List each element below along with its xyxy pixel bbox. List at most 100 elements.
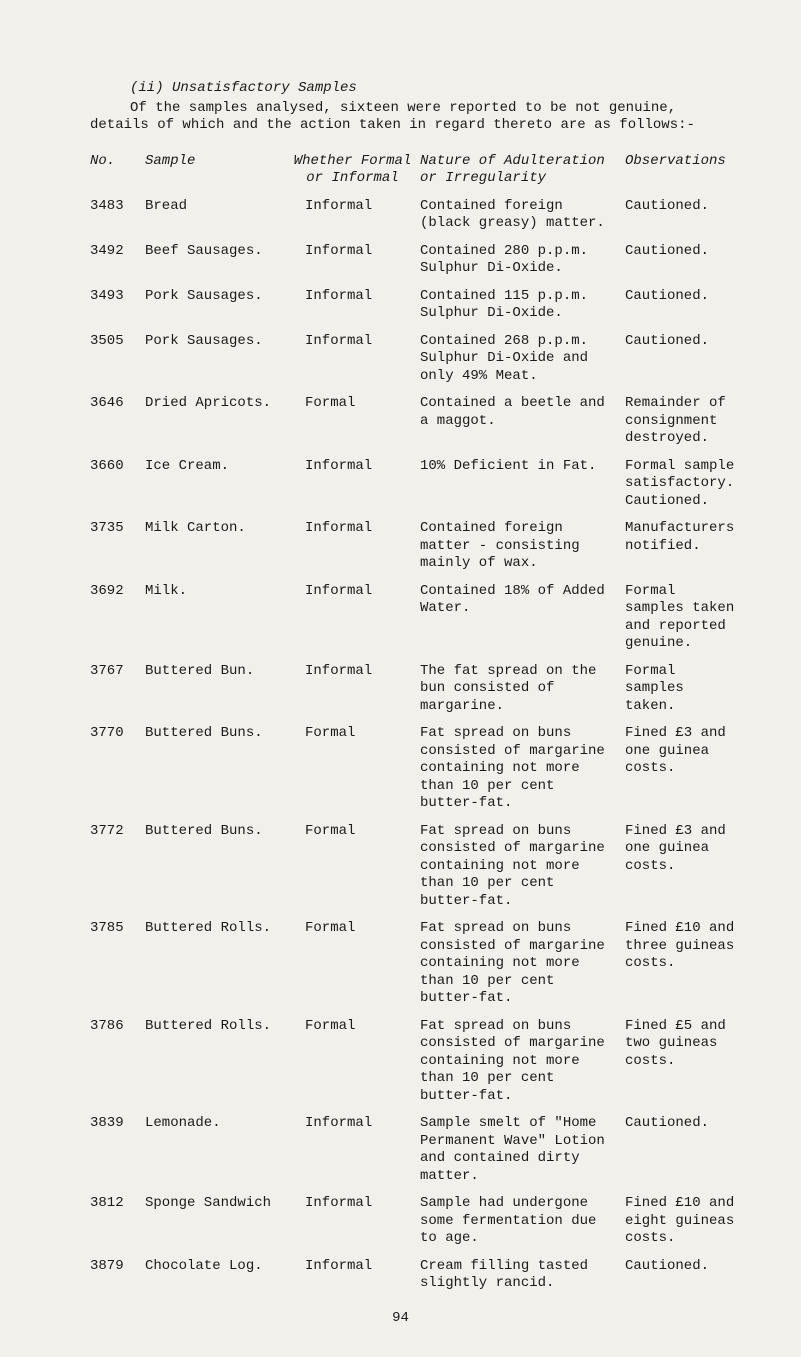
- cell-no: 3505: [90, 333, 145, 351]
- document-page: (ii) Unsatisfactory Samples Of the sampl…: [0, 0, 801, 1357]
- cell-nature: Cream filling tasted slightly rancid.: [420, 1258, 625, 1293]
- cell-sample: Pork Sausages.: [145, 288, 285, 306]
- cell-sample: Milk.: [145, 583, 285, 601]
- table-row: 3786Buttered Rolls.FormalFat spread on b…: [90, 1018, 741, 1106]
- cell-nature: The fat spread on the bun consisted of m…: [420, 663, 625, 716]
- cell-formal: Informal: [285, 288, 420, 306]
- cell-observations: Formal samples taken and reported genuin…: [625, 583, 741, 653]
- cell-observations: Cautioned.: [625, 243, 741, 261]
- cell-observations: Cautioned.: [625, 198, 741, 216]
- cell-no: 3879: [90, 1258, 145, 1276]
- table-row: 3493Pork Sausages.InformalContained 115 …: [90, 288, 741, 323]
- cell-sample: Buttered Rolls.: [145, 920, 285, 938]
- table-body: 3483BreadInformalContained foreign (blac…: [90, 198, 741, 1293]
- cell-nature: Fat spread on buns consisted of margarin…: [420, 823, 625, 911]
- cell-sample: Buttered Buns.: [145, 725, 285, 743]
- header-nature: Nature of Adulteration or Irregularity: [420, 153, 625, 188]
- table-row: 3879Chocolate Log.InformalCream filling …: [90, 1258, 741, 1293]
- intro-body: Of the samples analysed, sixteen were re…: [90, 100, 741, 135]
- cell-nature: Sample smelt of "Home Permanent Wave" Lo…: [420, 1115, 625, 1185]
- cell-formal: Informal: [285, 458, 420, 476]
- header-observations: Observations: [625, 153, 741, 171]
- cell-observations: Remainder of consignment destroyed.: [625, 395, 741, 448]
- table-row: 3646Dried Apricots.FormalContained a bee…: [90, 395, 741, 448]
- cell-observations: Formal samples taken.: [625, 663, 741, 716]
- table-row: 3660Ice Cream.Informal10% Deficient in F…: [90, 458, 741, 511]
- table-row: 3812Sponge SandwichInformalSample had un…: [90, 1195, 741, 1248]
- table-row: 3505Pork Sausages.InformalContained 268 …: [90, 333, 741, 386]
- cell-no: 3772: [90, 823, 145, 841]
- cell-sample: Buttered Bun.: [145, 663, 285, 681]
- header-formal-l2: or Informal: [285, 170, 420, 188]
- cell-nature: Contained 18% of Added Water.: [420, 583, 625, 618]
- cell-formal: Formal: [285, 920, 420, 938]
- cell-observations: Fined £3 and one guinea costs.: [625, 725, 741, 778]
- header-sample: Sample: [145, 153, 285, 171]
- table-row: 3770Buttered Buns.FormalFat spread on bu…: [90, 725, 741, 813]
- cell-sample: Lemonade.: [145, 1115, 285, 1133]
- intro-block: (ii) Unsatisfactory Samples Of the sampl…: [90, 80, 741, 135]
- cell-no: 3839: [90, 1115, 145, 1133]
- cell-no: 3735: [90, 520, 145, 538]
- cell-no: 3483: [90, 198, 145, 216]
- cell-nature: Contained 115 p.p.m. Sulphur Di-Oxide.: [420, 288, 625, 323]
- table-row: 3767Buttered Bun.InformalThe fat spread …: [90, 663, 741, 716]
- cell-formal: Informal: [285, 520, 420, 538]
- cell-formal: Informal: [285, 243, 420, 261]
- cell-formal: Informal: [285, 333, 420, 351]
- cell-nature: Fat spread on buns consisted of margarin…: [420, 725, 625, 813]
- cell-formal: Informal: [285, 198, 420, 216]
- cell-formal: Formal: [285, 823, 420, 841]
- cell-nature: Contained 280 p.p.m. Sulphur Di-Oxide.: [420, 243, 625, 278]
- cell-sample: Chocolate Log.: [145, 1258, 285, 1276]
- intro-line1: Of the samples analysed, sixteen were re…: [130, 100, 676, 118]
- cell-nature: Contained foreign matter - consisting ma…: [420, 520, 625, 573]
- cell-no: 3785: [90, 920, 145, 938]
- cell-nature: 10% Deficient in Fat.: [420, 458, 625, 476]
- header-no: No.: [90, 153, 145, 171]
- cell-sample: Buttered Rolls.: [145, 1018, 285, 1036]
- intro-line-rest: details of which and the action taken in…: [90, 117, 695, 133]
- cell-sample: Beef Sausages.: [145, 243, 285, 261]
- cell-observations: Cautioned.: [625, 1258, 741, 1276]
- table-row: 3735Milk Carton.InformalContained foreig…: [90, 520, 741, 573]
- cell-no: 3646: [90, 395, 145, 413]
- table-row: 3839Lemonade.InformalSample smelt of "Ho…: [90, 1115, 741, 1185]
- cell-formal: Formal: [285, 395, 420, 413]
- cell-no: 3767: [90, 663, 145, 681]
- cell-no: 3660: [90, 458, 145, 476]
- cell-nature: Contained a beetle and a maggot.: [420, 395, 625, 430]
- header-formal-l1: Whether Formal: [294, 153, 412, 169]
- cell-sample: Pork Sausages.: [145, 333, 285, 351]
- cell-observations: Fined £10 and three guineas costs.: [625, 920, 741, 973]
- cell-sample: Sponge Sandwich: [145, 1195, 285, 1213]
- cell-sample: Ice Cream.: [145, 458, 285, 476]
- cell-sample: Dried Apricots.: [145, 395, 285, 413]
- cell-formal: Informal: [285, 583, 420, 601]
- table-row: 3483BreadInformalContained foreign (blac…: [90, 198, 741, 233]
- cell-no: 3492: [90, 243, 145, 261]
- cell-observations: Manufacturers notified.: [625, 520, 741, 555]
- table-row: 3692Milk.InformalContained 18% of Added …: [90, 583, 741, 653]
- header-formal: Whether Formal or Informal: [285, 153, 420, 188]
- cell-no: 3692: [90, 583, 145, 601]
- cell-sample: Milk Carton.: [145, 520, 285, 538]
- cell-no: 3786: [90, 1018, 145, 1036]
- cell-formal: Informal: [285, 663, 420, 681]
- table-row: 3772Buttered Buns.FormalFat spread on bu…: [90, 823, 741, 911]
- cell-formal: Informal: [285, 1258, 420, 1276]
- section-heading: (ii) Unsatisfactory Samples: [130, 80, 741, 98]
- table-row: 3785Buttered Rolls.FormalFat spread on b…: [90, 920, 741, 1008]
- header-nature-l2: or Irregularity: [420, 170, 615, 188]
- cell-formal: Informal: [285, 1195, 420, 1213]
- cell-observations: Fined £5 and two guineas costs.: [625, 1018, 741, 1071]
- cell-nature: Fat spread on buns consisted of margarin…: [420, 920, 625, 1008]
- cell-no: 3812: [90, 1195, 145, 1213]
- cell-formal: Informal: [285, 1115, 420, 1133]
- cell-sample: Bread: [145, 198, 285, 216]
- cell-no: 3770: [90, 725, 145, 743]
- cell-observations: Formal sample satisfactory. Cautioned.: [625, 458, 741, 511]
- cell-nature: Fat spread on buns consisted of margarin…: [420, 1018, 625, 1106]
- page-number: 94: [0, 1310, 801, 1328]
- cell-observations: Fined £3 and one guinea costs.: [625, 823, 741, 876]
